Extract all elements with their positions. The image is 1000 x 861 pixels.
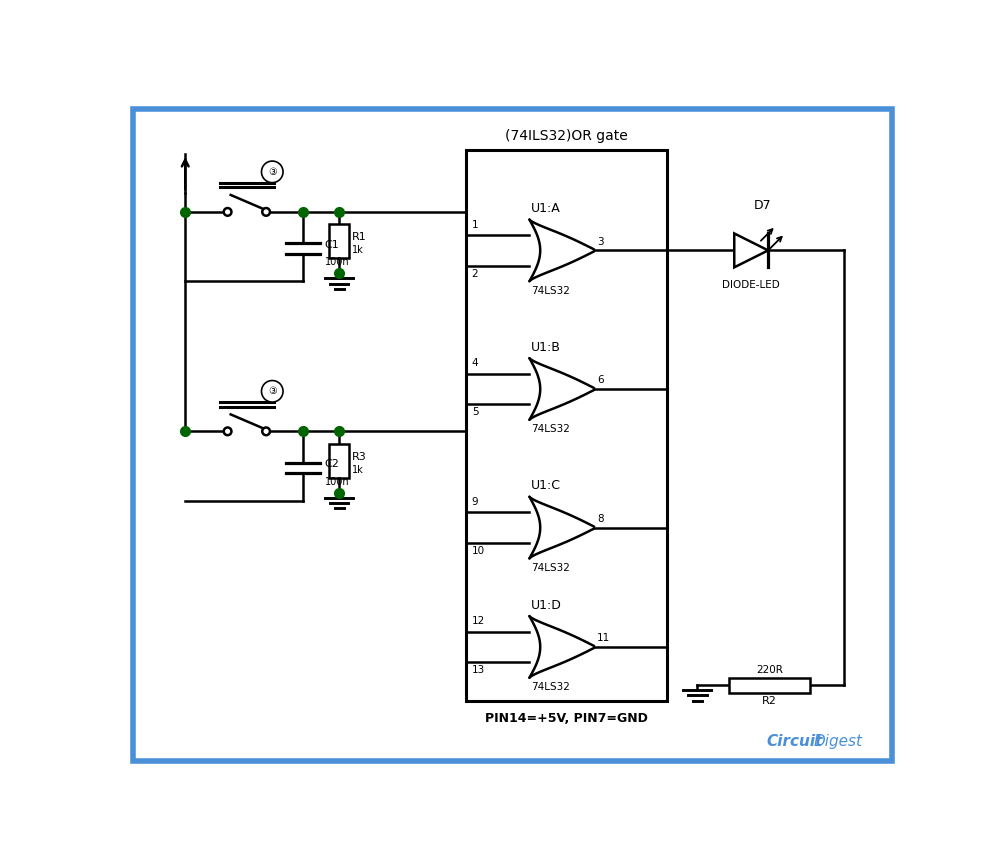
Text: ③: ③: [268, 387, 277, 396]
Text: U1:B: U1:B: [531, 341, 561, 354]
Text: R2: R2: [762, 697, 777, 706]
Text: 74LS32: 74LS32: [531, 286, 570, 296]
Bar: [729, 678, 810, 693]
Text: 11: 11: [597, 633, 610, 643]
Circle shape: [261, 381, 283, 402]
Text: R3: R3: [352, 452, 367, 461]
Circle shape: [262, 208, 270, 216]
Text: 1: 1: [472, 220, 478, 230]
Text: (74ILS32)OR gate: (74ILS32)OR gate: [505, 128, 628, 143]
Text: 12: 12: [472, 616, 485, 626]
Circle shape: [224, 208, 231, 216]
Text: U1:A: U1:A: [531, 202, 561, 215]
Text: Circuit: Circuit: [766, 734, 823, 749]
Text: 74LS32: 74LS32: [531, 563, 570, 573]
Bar: [329, 443, 349, 478]
Text: 8: 8: [597, 514, 604, 523]
Text: 74LS32: 74LS32: [531, 424, 570, 435]
Text: 10: 10: [472, 546, 485, 556]
Text: ③: ③: [268, 167, 277, 177]
Text: PIN14=+5V, PIN7=GND: PIN14=+5V, PIN7=GND: [485, 712, 648, 725]
Text: 100n: 100n: [325, 257, 349, 267]
Circle shape: [261, 161, 283, 183]
Bar: [466, 151, 667, 701]
Bar: [329, 224, 349, 258]
Text: 220R: 220R: [756, 665, 783, 675]
Text: D7: D7: [754, 199, 772, 212]
Circle shape: [262, 428, 270, 435]
Text: 1k: 1k: [352, 465, 364, 474]
Text: 5: 5: [472, 407, 478, 418]
Text: U1:C: U1:C: [531, 480, 561, 492]
Text: 13: 13: [472, 666, 485, 675]
Text: 74LS32: 74LS32: [531, 683, 570, 692]
Polygon shape: [734, 233, 768, 267]
Text: 4: 4: [472, 358, 478, 369]
Text: 1k: 1k: [352, 245, 364, 256]
Text: 2: 2: [472, 269, 478, 279]
Text: 3: 3: [597, 237, 604, 246]
Text: 100n: 100n: [325, 477, 349, 486]
Text: Digest: Digest: [814, 734, 863, 749]
Text: 9: 9: [472, 497, 478, 507]
FancyBboxPatch shape: [133, 108, 892, 761]
Text: 6: 6: [597, 375, 604, 385]
Text: C2: C2: [325, 459, 339, 469]
Text: R1: R1: [352, 232, 367, 242]
Text: U1:D: U1:D: [531, 598, 562, 611]
Circle shape: [224, 428, 231, 435]
Text: C1: C1: [325, 239, 339, 250]
Text: DIODE-LED: DIODE-LED: [722, 280, 780, 289]
